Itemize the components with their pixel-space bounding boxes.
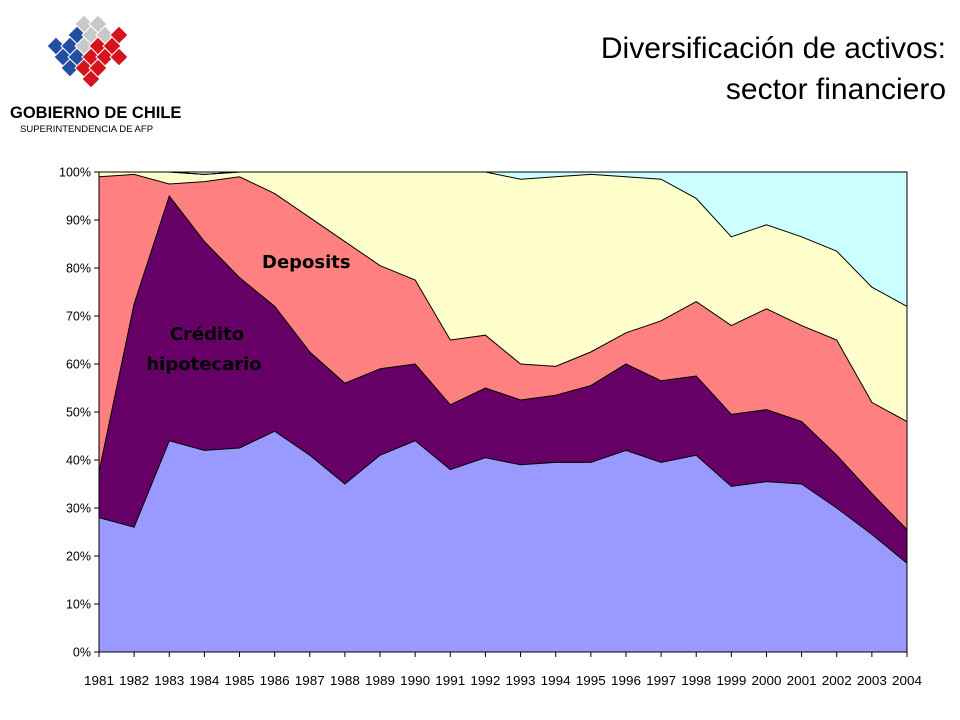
area-series-5 [99, 172, 907, 307]
title-line1: Diversificación de activos: [600, 32, 946, 65]
logo-diamond [60, 58, 80, 78]
logo-line1: GOBIERNO DE CHILE [10, 104, 181, 122]
x-tick-label: 1984 [189, 674, 219, 688]
x-tick-label: 2003 [857, 674, 887, 688]
x-tick-label: 1985 [225, 674, 255, 688]
series-outline-1 [98, 430, 908, 564]
y-tick-label: 80% [66, 262, 91, 276]
page-title: Diversificación de activos: sector finan… [601, 28, 946, 110]
y-tick-label: 40% [66, 454, 91, 468]
area-series-4 [99, 172, 907, 422]
series-areas [99, 172, 907, 652]
logo-diamond-mosaic-icon [46, 14, 129, 89]
gobierno-de-chile-logo: GOBIERNO DE CHILE SUPERINTENDENCIA DE AF… [10, 14, 181, 135]
x-tick-label: 1987 [295, 674, 325, 688]
area-series-2 [99, 196, 907, 564]
y-tick-label: 90% [66, 214, 91, 228]
x-tick-label: 1997 [646, 674, 676, 688]
x-axis-ticks: 1981 1982 1983 1984 1985 1986 1987 1988 1989 1990… [84, 652, 922, 688]
y-tick-label: 20% [66, 550, 91, 564]
x-tick-label: 1996 [611, 674, 641, 688]
logo-diamond [109, 47, 129, 67]
logo-diamond [81, 69, 101, 89]
x-tick-label: 2004 [892, 674, 922, 688]
area-series-3 [99, 174, 907, 530]
x-tick-label: 1991 [435, 674, 465, 688]
y-tick-label: 0% [73, 646, 91, 660]
x-tick-label: 1998 [681, 674, 711, 688]
y-tick-label: 100% [59, 166, 91, 180]
y-tick-label: 70% [66, 310, 91, 324]
annotation-deposits: Deposits [262, 252, 351, 273]
x-tick-label: 2001 [787, 674, 817, 688]
annotation-credito-line2: hipotecario [146, 354, 261, 375]
area-series-1 [99, 431, 907, 652]
series-outline-2 [98, 194, 908, 530]
x-tick-label: 1990 [400, 674, 430, 688]
y-axis-ticks: 0% 10% 20% 30% 40% 50% 60% 70% 80% 90% 100% [59, 166, 99, 660]
x-tick-label: 2000 [751, 674, 781, 688]
y-tick-label: 30% [66, 502, 91, 516]
x-tick-label: 1993 [506, 674, 536, 688]
title-line2: sector financiero [725, 73, 946, 106]
x-tick-label: 1981 [84, 674, 114, 688]
y-tick-label: 60% [66, 358, 91, 372]
x-tick-label: 1995 [576, 674, 606, 688]
x-tick-label: 2002 [822, 674, 852, 688]
x-tick-label: 1994 [541, 674, 571, 688]
annotation-credito-line1: Crédito [170, 324, 244, 345]
x-tick-label: 1986 [260, 674, 290, 688]
logo-line2: SUPERINTENDENCIA DE AFP [20, 124, 153, 135]
x-tick-label: 1982 [119, 674, 149, 688]
x-tick-label: 1989 [365, 674, 395, 688]
x-tick-label: 1983 [154, 674, 184, 688]
x-tick-label: 1992 [470, 674, 500, 688]
y-tick-label: 50% [66, 406, 91, 420]
x-tick-label: 1999 [716, 674, 746, 688]
y-tick-label: 10% [66, 598, 91, 612]
series-outline-3 [98, 173, 908, 423]
x-tick-label: 1988 [330, 674, 360, 688]
